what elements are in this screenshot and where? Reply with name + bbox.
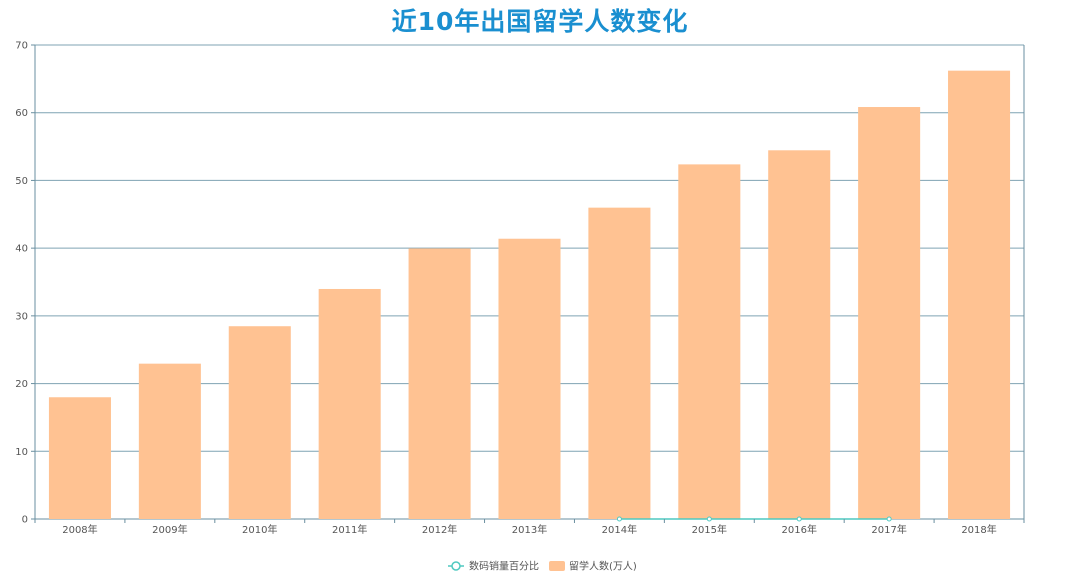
x-tick-label: 2008年	[62, 523, 97, 536]
bar-2010年[interactable]	[228, 326, 291, 519]
x-axis-ticks: 2008年 2009年 2010年 2011年 2012年 2013年 2014年 2015年…	[34, 519, 1025, 536]
bar-2013年[interactable]	[498, 238, 561, 519]
legend[interactable]: 数码销量百分比 留学人数(万人)	[448, 560, 637, 573]
legend-line-marker	[451, 561, 461, 571]
bar-series	[48, 70, 1011, 520]
legend-label: 留学人数(万人)	[569, 560, 637, 573]
legend-item-line[interactable]: 数码销量百分比	[448, 560, 539, 573]
line-point[interactable]	[706, 516, 712, 522]
x-tick-label: 2013年	[512, 523, 547, 536]
bar-2009年[interactable]	[138, 363, 201, 519]
line-point[interactable]	[886, 516, 892, 522]
x-tick-label: 2010年	[242, 523, 277, 536]
chart-title: 近10年出国留学人数变化	[391, 7, 689, 36]
line-point[interactable]	[796, 516, 802, 522]
bar-2011年[interactable]	[318, 288, 381, 519]
y-tick-label: 40	[15, 244, 28, 255]
x-tick-label: 2014年	[602, 523, 637, 536]
x-tick-label: 2015年	[692, 523, 727, 536]
legend-item-bar[interactable]: 留学人数(万人)	[549, 560, 637, 573]
y-tick-label: 0	[22, 515, 28, 526]
bar-2012年[interactable]	[408, 248, 471, 520]
x-tick-label: 2016年	[782, 523, 817, 536]
x-tick-label: 2011年	[332, 523, 367, 536]
x-tick-label: 2009年	[152, 523, 187, 536]
bar-2015年[interactable]	[678, 164, 741, 519]
legend-bar-swatch	[549, 561, 565, 571]
y-tick-label: 10	[15, 447, 28, 458]
y-tick-label: 60	[15, 108, 28, 119]
bar-2016年[interactable]	[768, 150, 831, 519]
y-tick-label: 30	[15, 311, 28, 322]
line-point[interactable]	[616, 516, 622, 522]
y-tick-label: 50	[15, 176, 28, 187]
x-tick-label: 2018年	[961, 523, 996, 536]
bar-2018年[interactable]	[948, 70, 1011, 520]
y-tick-label: 70	[15, 41, 28, 52]
x-tick-label: 2012年	[422, 523, 457, 536]
y-axis-ticks: 0 10 20 30 40 50 60 70	[15, 41, 35, 526]
bar-2017年[interactable]	[858, 107, 921, 520]
bar-2014年[interactable]	[588, 207, 651, 519]
legend-label: 数码销量百分比	[469, 560, 539, 573]
bar-2008年[interactable]	[48, 397, 111, 519]
y-tick-label: 20	[15, 379, 28, 390]
x-tick-label: 2017年	[871, 523, 906, 536]
